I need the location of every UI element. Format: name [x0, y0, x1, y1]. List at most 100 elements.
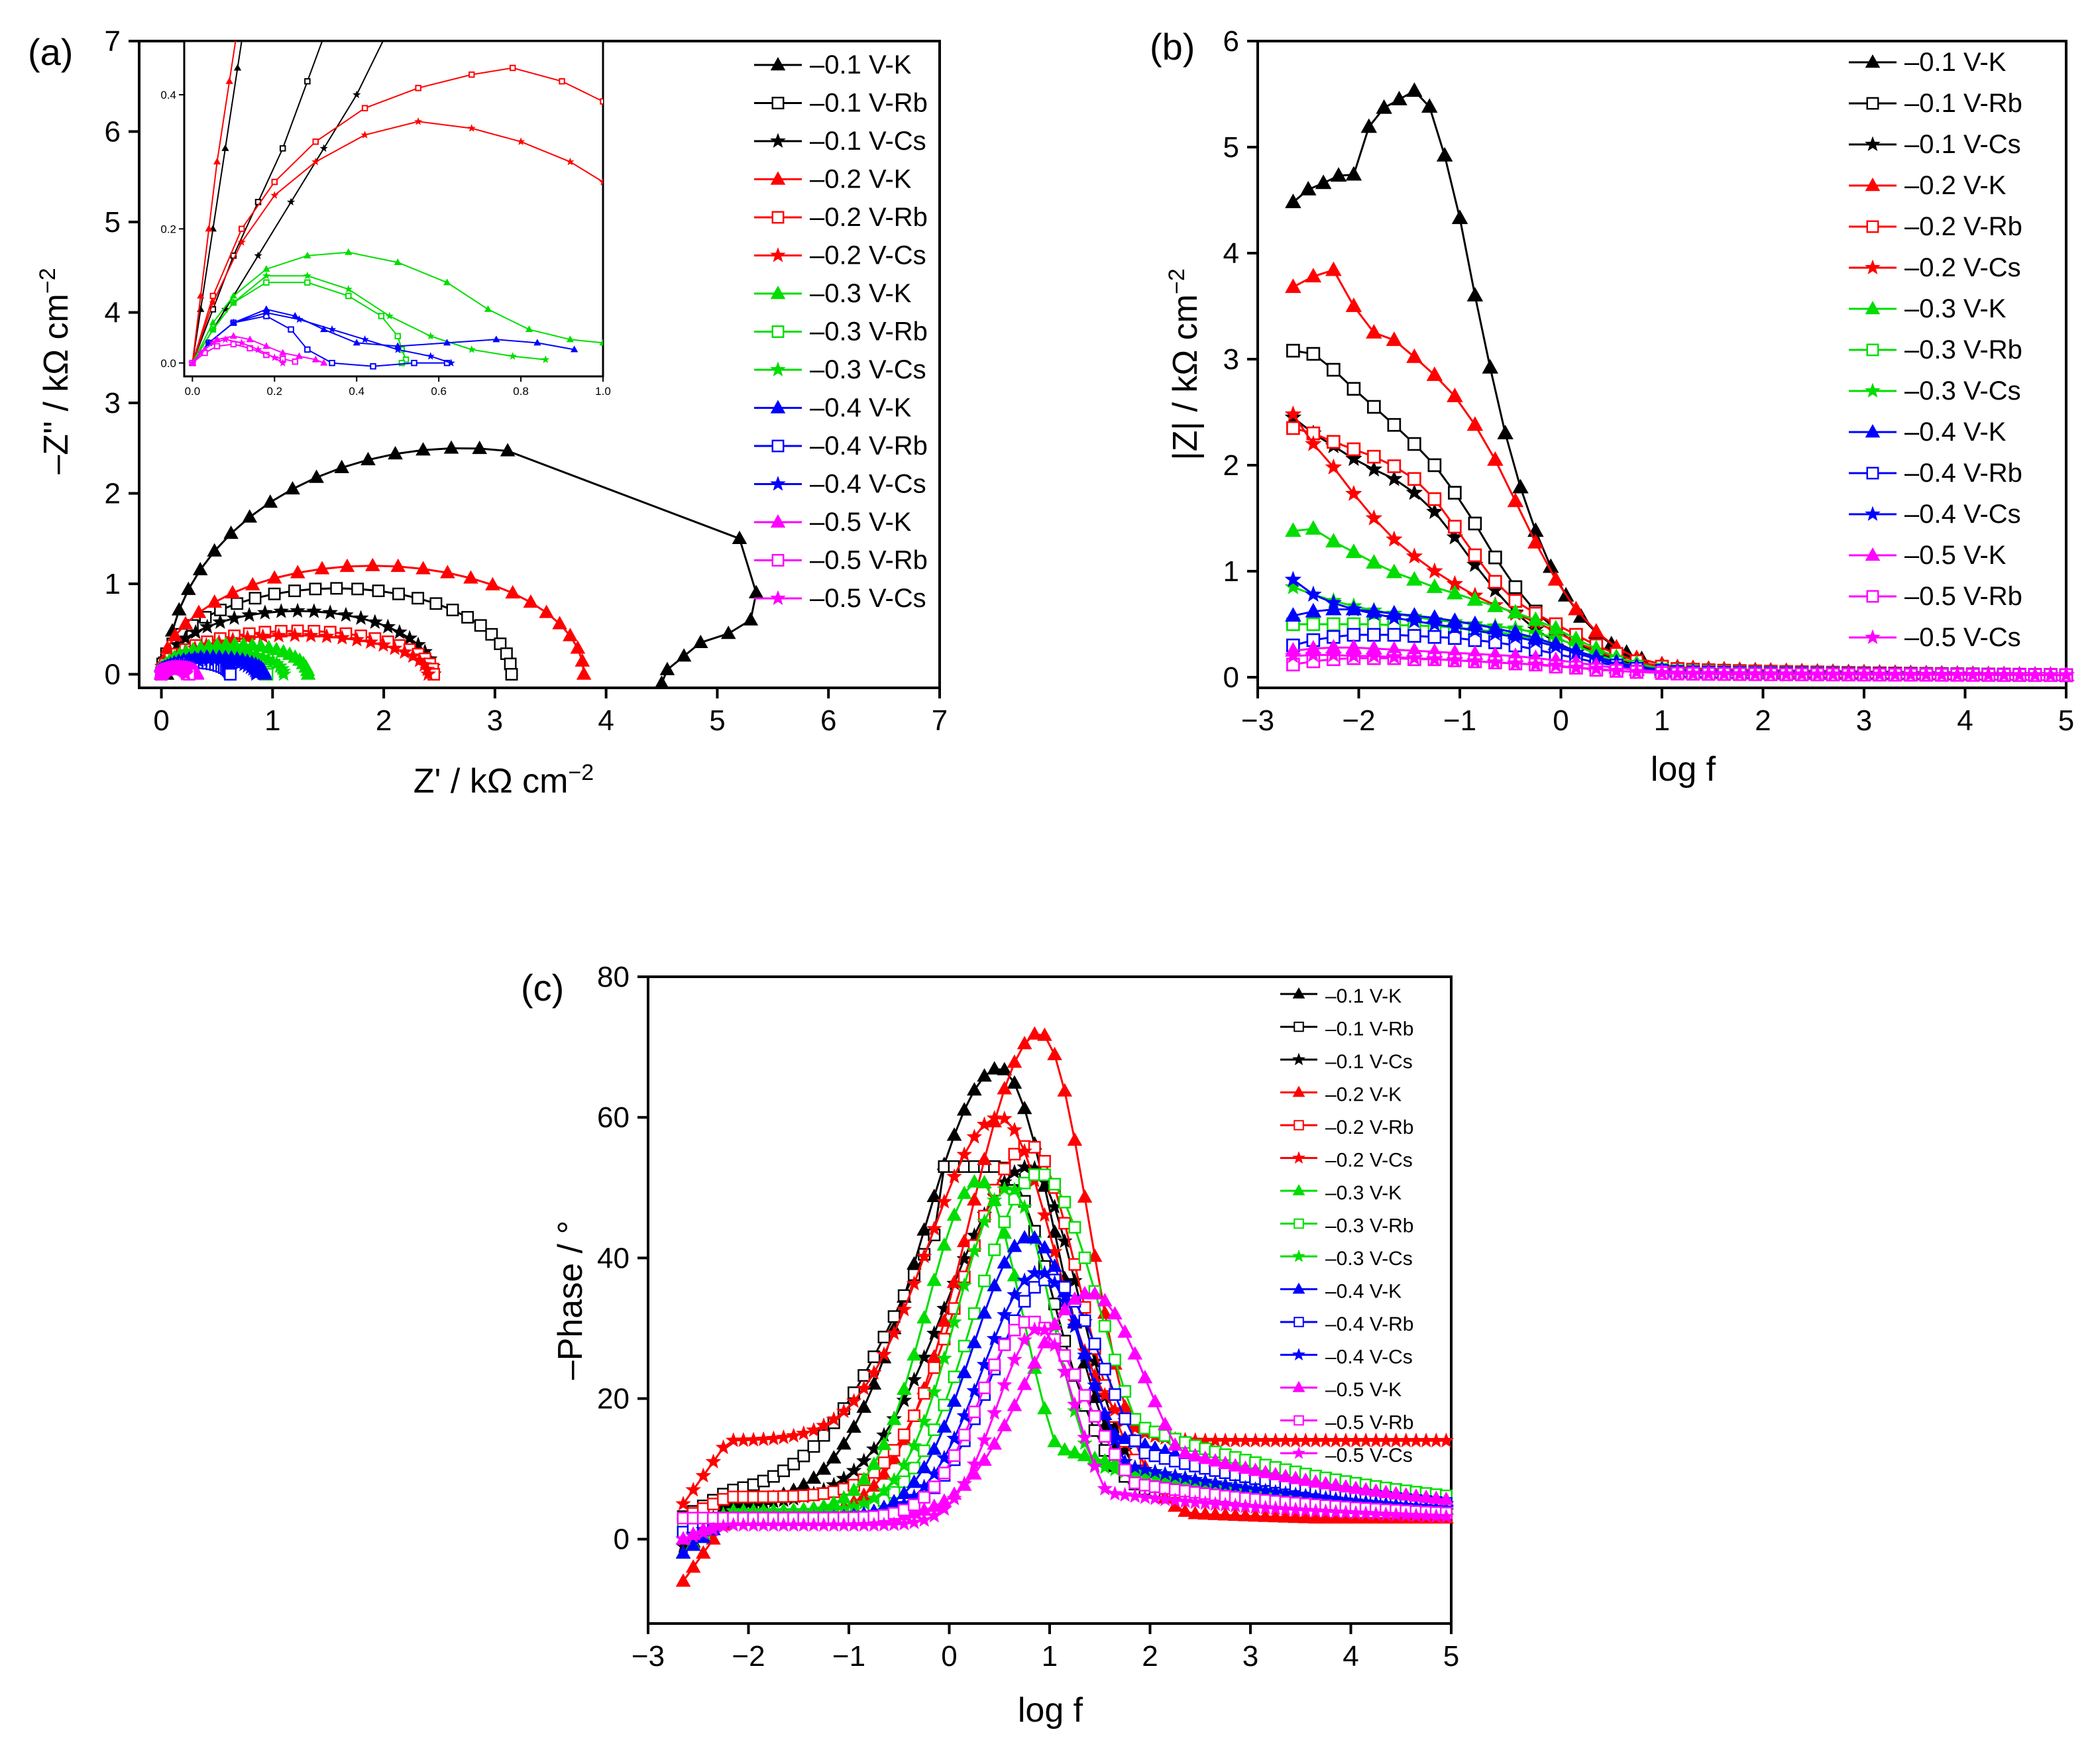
inset-series-line — [192, 41, 243, 363]
data-point — [956, 1233, 972, 1247]
inset-point — [288, 326, 294, 333]
legend-marker — [1292, 1052, 1305, 1066]
data-point — [692, 634, 708, 648]
inset-point — [378, 313, 385, 319]
data-point — [1669, 665, 1686, 681]
data-point — [675, 1573, 691, 1587]
data-point — [886, 1325, 902, 1341]
data-point — [958, 1428, 971, 1441]
data-point — [946, 1207, 962, 1221]
legend-label: –0.1 V-Cs — [1904, 130, 2021, 159]
data-point — [695, 1467, 712, 1483]
data-point — [926, 1441, 942, 1455]
legend-marker — [1865, 136, 1881, 152]
data-point — [1248, 1508, 1263, 1522]
data-point — [1387, 628, 1402, 642]
data-point — [876, 1346, 892, 1362]
data-point — [1127, 1488, 1143, 1503]
data-point — [956, 1146, 973, 1162]
inset-point — [541, 355, 550, 363]
data-point — [1007, 1286, 1022, 1302]
data-point — [918, 1491, 931, 1504]
data-point — [1047, 1317, 1062, 1331]
inset-point — [443, 278, 451, 286]
data-point — [1793, 665, 1810, 682]
data-point — [300, 666, 316, 680]
legend-marker — [771, 325, 785, 338]
data-point — [1177, 1469, 1193, 1485]
data-point — [956, 1277, 973, 1292]
data-point — [877, 1456, 891, 1469]
data-point — [1325, 594, 1343, 610]
data-point — [1047, 1433, 1062, 1447]
data-point — [908, 1409, 920, 1422]
legend-marker — [1294, 1218, 1304, 1229]
panel-b-bode-modulus: −3 −2 −1 0 1 2 3 4 5 0 1 2 3 4 5 6 (b) log f |Z| / kΩ cm−2… — [1150, 25, 2075, 789]
data-point — [504, 657, 517, 671]
data-point — [938, 1466, 951, 1480]
inset-point — [304, 279, 311, 286]
data-point — [705, 1453, 722, 1468]
data-point — [1037, 1401, 1052, 1415]
legend-marker — [770, 133, 786, 148]
data-point — [1067, 1318, 1083, 1333]
data-point — [916, 1349, 932, 1364]
data-point — [906, 1371, 922, 1387]
data-point — [926, 1325, 942, 1341]
data-point — [1330, 167, 1347, 182]
data-point — [248, 592, 262, 605]
data-point — [372, 584, 385, 598]
inset-point — [254, 345, 262, 353]
data-point — [866, 1490, 882, 1506]
data-point — [956, 1102, 972, 1116]
data-point — [290, 602, 305, 618]
inset-point — [279, 349, 287, 356]
data-point — [1017, 1143, 1032, 1158]
data-point — [1119, 1412, 1132, 1425]
legend-marker — [1292, 1348, 1305, 1360]
legend-marker — [1866, 97, 1879, 110]
data-point — [1046, 1337, 1063, 1352]
y-tick-label: 6 — [1223, 25, 1239, 58]
data-point — [188, 624, 204, 639]
x-tick-label: 2 — [1142, 1640, 1158, 1673]
data-point — [1017, 1376, 1032, 1390]
data-point — [1077, 1447, 1093, 1462]
legend-label: –0.1 V-Rb — [1325, 1019, 1413, 1040]
data-point — [1207, 1506, 1223, 1520]
data-point — [1048, 1178, 1062, 1191]
inset-point — [254, 251, 262, 260]
x-tick-label: 6 — [820, 704, 836, 737]
inset-point — [394, 258, 402, 265]
data-point — [986, 1191, 1003, 1207]
data-point — [338, 606, 354, 622]
data-point — [1824, 665, 1842, 682]
data-point — [977, 1068, 992, 1082]
legend-marker — [1292, 1249, 1305, 1262]
data-point — [1285, 193, 1301, 209]
data-point — [748, 584, 764, 598]
data-point — [1426, 366, 1443, 381]
legend-marker — [1292, 1380, 1305, 1392]
data-point — [1187, 1471, 1203, 1487]
data-point — [906, 1437, 922, 1453]
legend-label: –0.2 V-K — [1904, 171, 2007, 200]
legend-label: –0.2 V-Cs — [810, 241, 926, 270]
data-point — [1391, 90, 1407, 105]
data-point — [777, 1464, 790, 1478]
data-point — [1366, 554, 1382, 569]
data-point — [1405, 649, 1423, 666]
data-point — [946, 1490, 962, 1506]
data-point — [966, 1456, 983, 1471]
data-point — [1408, 1488, 1424, 1502]
data-point — [1017, 1230, 1032, 1244]
data-point — [897, 1428, 910, 1441]
inset-point — [270, 191, 279, 199]
y-tick-label: 5 — [1223, 131, 1239, 164]
data-point — [1964, 666, 1981, 683]
data-point — [1386, 530, 1403, 547]
data-point — [806, 1470, 822, 1484]
data-point — [339, 558, 355, 573]
data-point — [1366, 323, 1382, 339]
data-point — [463, 570, 478, 584]
